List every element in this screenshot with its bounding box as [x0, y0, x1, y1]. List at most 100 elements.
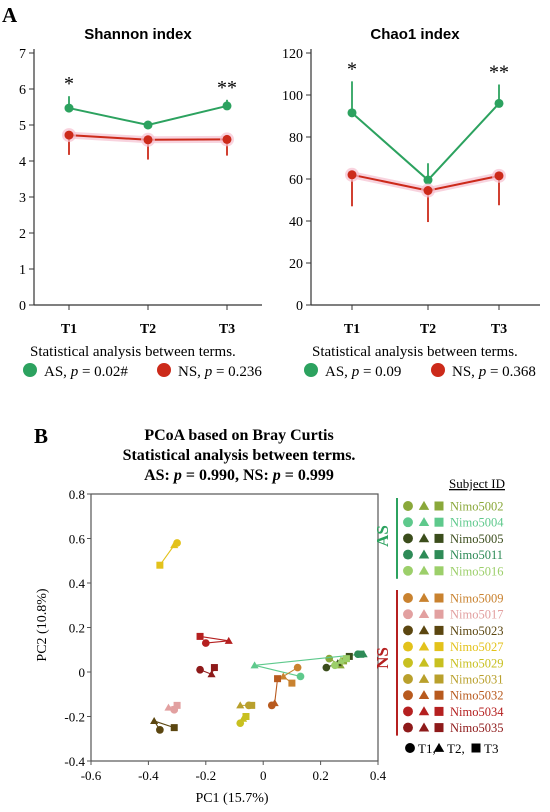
- pcoa-point-nimo5034-square: [196, 632, 204, 640]
- subject-legend-row: Nimo5027: [403, 640, 503, 654]
- legend-triangle-icon: [418, 533, 430, 543]
- chao1-title: Chao1 index: [370, 26, 460, 43]
- shannon-ns-point: [143, 135, 153, 145]
- pcoa-x-tick-label: 0: [260, 768, 267, 783]
- legend-square-icon: [434, 550, 444, 560]
- chao-as-point: [423, 175, 433, 185]
- legend-triangle-icon: [418, 706, 430, 716]
- time-legend-square-icon: [471, 743, 481, 753]
- legend-triangle-icon: [418, 673, 430, 683]
- legend-circle-icon: [403, 593, 413, 603]
- time-legend-triangle-icon: [433, 742, 445, 752]
- subject-legend: Subject ID Nimo5002Nimo5004Nimo5005Nimo5…: [373, 476, 505, 756]
- shannon-y-tick-label: 3: [19, 191, 26, 206]
- shannon-as-point: [222, 101, 232, 111]
- subject-legend-label: Nimo5017: [450, 608, 503, 622]
- subject-legend-label: Nimo5029: [450, 656, 503, 670]
- shannon-y-tick-label: 5: [19, 119, 26, 134]
- shannon-y-tick-label: 6: [19, 83, 26, 98]
- chao-ns-point: [494, 171, 504, 181]
- shannon-stats: Statistical analysis between terms. AS, …: [23, 344, 262, 380]
- pcoa-point-nimo5004-circle: [296, 672, 305, 681]
- legend-square-icon: [434, 723, 444, 733]
- shannon-y-tick-label: 2: [19, 227, 26, 242]
- subject-legend-label: Nimo5027: [450, 640, 503, 654]
- pcoa-plot-frame: [90, 493, 379, 762]
- subject-legend-label: Nimo5016: [450, 564, 503, 578]
- pcoa-marks: [150, 539, 368, 734]
- pcoa-y-tick-label: 0.2: [69, 621, 85, 636]
- pcoa-point-nimo5029-square: [242, 713, 250, 720]
- chao-y-tick-label: 80: [289, 131, 303, 146]
- pcoa-point-nimo5016-triangle: [336, 656, 345, 664]
- subject-legend-row: Nimo5031: [403, 673, 503, 687]
- shannon-x-tick-label: T3: [219, 322, 235, 337]
- legend-triangle-icon: [418, 500, 430, 510]
- pcoa-axes: -0.6 -0.4 -0.2 0 0.2 0.4-0.4-0.200.20.40.60.8: [64, 487, 386, 783]
- shannon-legend-ns: NS, p = 0.236: [178, 364, 262, 380]
- subject-legend-row: Nimo5011: [403, 548, 503, 562]
- legend-triangle-icon: [418, 549, 430, 559]
- legend-circle-icon: [403, 690, 413, 701]
- legend-circle-icon: [403, 706, 413, 717]
- shannon-x-tick-label: T2: [140, 322, 156, 337]
- legend-triangle-icon: [418, 609, 430, 619]
- shannon-x-axis: T1 T2 T3: [34, 304, 262, 337]
- legend-square-icon: [434, 706, 444, 716]
- shannon-ns-point: [222, 134, 232, 144]
- subject-legend-row: Nimo5023: [403, 624, 503, 638]
- pcoa-point-nimo5009-square: [288, 679, 296, 687]
- legend-square-icon: [434, 625, 444, 635]
- pcoa-point-nimo5002-circle: [325, 654, 334, 663]
- chao1-y-axis: 0 20 40 60 80 100 120: [282, 47, 312, 314]
- chao1-stats: Statistical analysis between terms. AS, …: [304, 344, 536, 380]
- pcoa-point-nimo5035-circle: [196, 665, 204, 674]
- time-legend-label: T3: [484, 741, 498, 756]
- pcoa-stats-line: AS: p = 0.990, NS: p = 0.999: [144, 467, 334, 484]
- chao1-marks: * **: [345, 58, 509, 223]
- subject-legend-label: Nimo5004: [450, 516, 504, 530]
- pcoa-point-nimo5032-square: [274, 675, 282, 683]
- pcoa-point-nimo5023-circle: [156, 726, 164, 734]
- legend-triangle-icon: [418, 657, 430, 667]
- shannon-significance-mark: **: [217, 77, 237, 99]
- legend-circle-icon: [403, 657, 413, 668]
- legend-square-icon: [434, 642, 444, 652]
- chao-y-tick-label: 40: [289, 215, 303, 230]
- pcoa-y-tick-label: 0: [79, 665, 86, 680]
- time-legend-label: T2,: [447, 741, 465, 756]
- legend-triangle-icon: [418, 565, 430, 575]
- shannon-title: Shannon index: [84, 26, 192, 43]
- subject-legend-label: Nimo5032: [450, 689, 503, 703]
- time-legend-circle-icon: [405, 743, 415, 753]
- chao-significance-mark: **: [489, 62, 509, 84]
- chao-as-line: [351, 102, 500, 182]
- pcoa-point-nimo5017-triangle: [164, 703, 173, 711]
- legend-square-icon: [434, 690, 444, 700]
- pcoa-y-tick-label: -0.2: [64, 710, 85, 725]
- shannon-y-tick-label: 4: [19, 155, 26, 170]
- panel-b-label: B: [34, 424, 48, 448]
- shannon-significance-mark: *: [64, 73, 74, 95]
- shannon-stats-title: Statistical analysis between terms.: [30, 344, 236, 360]
- pcoa-point-nimo5034-circle: [201, 639, 210, 647]
- pcoa-x-label: PC1 (15.7%): [195, 791, 268, 806]
- subject-legend-row: Nimo5002: [403, 500, 503, 514]
- subject-legend-row: Nimo5035: [403, 721, 503, 735]
- shannon-marks: * **: [62, 73, 237, 160]
- pcoa-point-nimo5031-triangle: [236, 701, 245, 709]
- legend-square-icon: [434, 566, 444, 576]
- subject-legend-label: Nimo5031: [450, 673, 503, 687]
- chao-x-tick-label: T1: [344, 322, 360, 337]
- shannon-ns-point: [64, 130, 74, 140]
- pcoa-point-nimo5009-triangle: [279, 672, 288, 680]
- subject-legend-row: Nimo5009: [403, 592, 503, 606]
- subject-legend-label: Nimo5005: [450, 532, 503, 546]
- chao1-legend-ns: NS, p = 0.368: [452, 364, 536, 380]
- pcoa-point-nimo5016-circle: [331, 661, 339, 670]
- pcoa-title-line-2: Statistical analysis between terms.: [123, 447, 356, 464]
- shannon-y-tick-label: 1: [19, 263, 26, 278]
- pcoa-point-nimo5017-square: [173, 701, 181, 709]
